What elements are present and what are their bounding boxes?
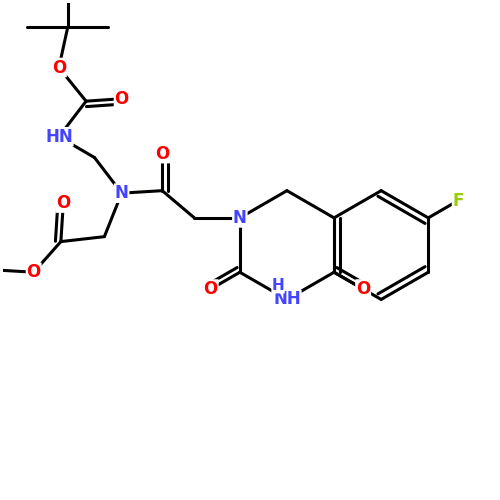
Text: H: H xyxy=(272,278,284,293)
Text: O: O xyxy=(52,58,66,76)
Text: N: N xyxy=(233,209,247,227)
Text: H: H xyxy=(280,292,293,307)
Text: N: N xyxy=(114,184,128,202)
Text: O: O xyxy=(356,280,370,298)
Text: NH: NH xyxy=(273,290,301,308)
Text: O: O xyxy=(155,144,170,162)
Text: O: O xyxy=(26,263,41,281)
Text: HN: HN xyxy=(45,128,73,146)
Text: O: O xyxy=(56,194,70,212)
Text: O: O xyxy=(114,90,129,108)
Text: O: O xyxy=(204,280,218,298)
Text: F: F xyxy=(452,192,464,210)
